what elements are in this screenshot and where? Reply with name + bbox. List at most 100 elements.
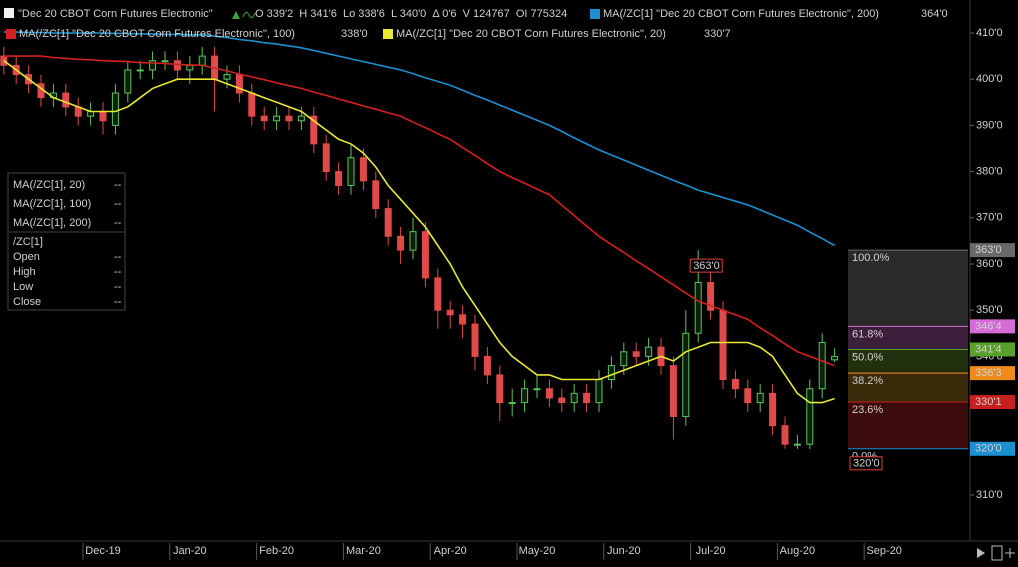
symbol-title: "Dec 20 CBOT Corn Futures Electronic" [18, 8, 213, 20]
legend-label: MA(/ZC[1] "Dec 20 CBOT Corn Futures Elec… [19, 28, 295, 40]
fib-price-tag [970, 366, 1015, 381]
panel-field-value: -- [114, 266, 122, 278]
fib-band [848, 349, 968, 374]
candle-body [781, 425, 789, 445]
candle-body [285, 115, 293, 122]
candle-body [235, 74, 243, 94]
candle-body [459, 314, 467, 325]
panel-field-value: -- [114, 281, 122, 293]
fib-band [848, 250, 968, 327]
candle-body [248, 92, 256, 117]
fib-level-percent: 61.8% [852, 328, 883, 340]
legend-swatch [6, 29, 16, 39]
panel-field-name: Close [13, 296, 41, 308]
x-tick-label: Apr-20 [434, 545, 467, 557]
candle-body [161, 60, 169, 63]
candle-body [719, 309, 727, 380]
fib-band [848, 373, 968, 403]
y-tick-label: 370'0 [976, 212, 1003, 224]
scroll-button[interactable] [977, 548, 985, 558]
candle-body [595, 378, 603, 404]
fib-price-tag [970, 243, 1015, 258]
zoom-in-button[interactable] [1005, 548, 1015, 558]
x-tick-label: Jun-20 [607, 545, 641, 557]
candle-body [421, 231, 429, 279]
panel-frame [7, 172, 126, 311]
y-tick-label: 410'0 [976, 27, 1003, 39]
panel-field-name: High [13, 266, 36, 278]
swing-low-label: 320'0 [853, 458, 880, 470]
panel-symbol: /ZC[1] [13, 236, 43, 248]
candle-body [533, 388, 541, 391]
fib-price-label: 320'0 [975, 443, 1002, 455]
panel-field-name: Open [13, 251, 40, 263]
y-tick-label: 360'0 [976, 258, 1003, 270]
candle-body [707, 281, 715, 311]
candle-body [694, 281, 702, 334]
fib-level-percent: 23.6% [852, 404, 883, 416]
fib-band [848, 326, 968, 350]
y-tick-label: 390'0 [976, 119, 1003, 131]
candle-body [682, 332, 690, 417]
candle-body [545, 388, 553, 399]
candle-body [756, 392, 764, 404]
legend: MA(/ZC[1] "Dec 20 CBOT Corn Futures Elec… [6, 8, 948, 40]
candle-body [384, 208, 392, 237]
legend-label: MA(/ZC[1] "Dec 20 CBOT Corn Futures Elec… [603, 8, 879, 20]
candle-body [111, 92, 119, 126]
candle-body [260, 115, 268, 122]
candle-body [558, 397, 566, 404]
candle-body [744, 388, 752, 404]
candle-body [124, 69, 132, 94]
fib-level-percent: 100.0% [852, 252, 890, 264]
fib-price-tag [970, 395, 1015, 410]
candle-body [62, 92, 70, 108]
candle-body [620, 351, 628, 367]
panel-field-name: Low [13, 281, 33, 293]
candle-body [793, 443, 801, 446]
status-line: O 339'2 H 341'6 Lo 338'6 L 340'0 Δ 0'6 V… [255, 8, 567, 20]
panel-study-name: MA(/ZC[1], 20) [13, 179, 85, 191]
candle-body [434, 277, 442, 311]
fib-price-label: 330'1 [975, 396, 1002, 408]
swing-high-tag [689, 258, 723, 273]
candle-body [521, 388, 529, 404]
candle-body [632, 351, 640, 357]
candle-body [583, 392, 591, 404]
icon [232, 11, 240, 19]
candle-body [99, 111, 107, 122]
x-tick-label: May-20 [519, 545, 556, 557]
candle-body [818, 342, 826, 390]
candle-body [359, 157, 367, 182]
panel-study-value: -- [114, 198, 122, 210]
candle-body [806, 388, 814, 445]
moving-average-line [3, 60, 835, 404]
legend-label: MA(/ZC[1] "Dec 20 CBOT Corn Futures Elec… [396, 28, 666, 40]
moving-average-line [3, 55, 835, 367]
candle-body [496, 374, 504, 404]
fib-price-label: 336'3 [975, 367, 1002, 379]
candle-body [508, 402, 516, 405]
candle-body [297, 115, 305, 122]
panel-study-value: -- [114, 179, 122, 191]
candle-body [645, 346, 653, 357]
swing-low-tag [849, 456, 883, 471]
candle-body [409, 231, 417, 251]
fib-level-percent: 50.0% [852, 351, 883, 363]
panel-study-name: MA(/ZC[1], 100) [13, 198, 91, 210]
x-tick-label: Jul-20 [696, 545, 726, 557]
x-tick-label: Mar-20 [346, 545, 381, 557]
fib-price-tag [970, 319, 1015, 334]
candle-body [322, 143, 330, 173]
zoom-button[interactable] [991, 545, 1003, 561]
fib-price-tag [970, 342, 1015, 357]
legend-value: 330'7 [704, 28, 731, 40]
legend-value: 364'0 [921, 8, 948, 20]
moving-average-line [3, 31, 835, 247]
candle-body [273, 115, 281, 122]
panel-field-value: -- [114, 296, 122, 308]
y-tick-label: 350'0 [976, 304, 1003, 316]
legend-value: 338'0 [341, 28, 368, 40]
candle-body [731, 378, 739, 390]
